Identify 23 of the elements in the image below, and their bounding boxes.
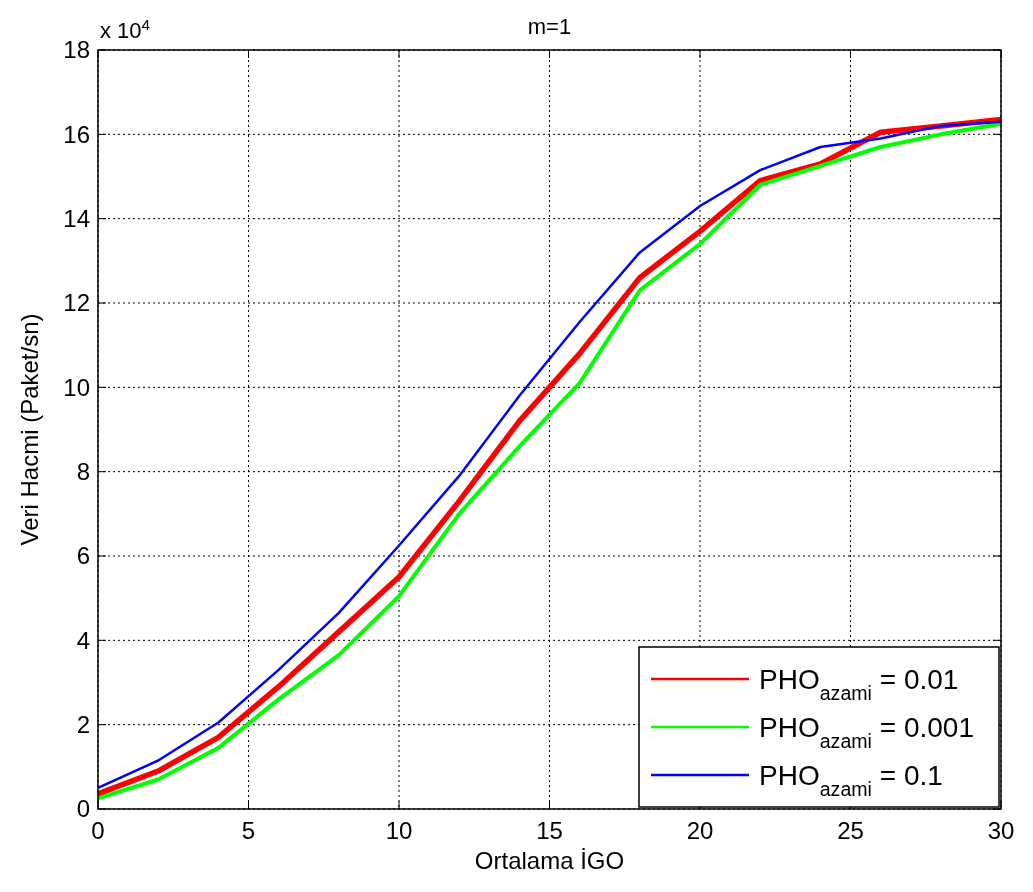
y-axis-title: Veri Hacmi (Paket/sn) <box>16 313 43 546</box>
y-tick-label: 10 <box>63 373 90 401</box>
legend-label: PHO$_{azami}$ = 0.1 <box>759 759 943 800</box>
y-tick-label: 2 <box>76 711 90 739</box>
x-axis-title: Ortalama İGO <box>474 847 625 874</box>
y-tick-label: 6 <box>76 542 90 570</box>
y-tick-label: 12 <box>63 289 90 317</box>
x-tick-label: 10 <box>385 817 413 844</box>
x-tick-label: 20 <box>686 817 714 844</box>
x-tick-label: 5 <box>241 817 256 844</box>
y-tick-label: 8 <box>76 458 90 486</box>
y-tick-label: 0 <box>76 795 90 823</box>
y-tick-label: 16 <box>63 120 90 148</box>
y-tick-label: 4 <box>76 626 90 654</box>
legend-label: PHO$_{azami}$ = 0.001 <box>759 711 974 752</box>
y-tick-label: 18 <box>63 36 90 64</box>
y-tick-label: 14 <box>63 205 90 233</box>
x-tick-label: 15 <box>536 817 563 844</box>
x-tick-label: 25 <box>837 817 864 844</box>
x-tick-label: 30 <box>987 817 1015 844</box>
legend-label: PHO$_{azami}$ = 0.01 <box>759 663 959 704</box>
chart-title: m=1 <box>527 14 572 39</box>
text: x 10$^{4}$ <box>100 15 151 43</box>
